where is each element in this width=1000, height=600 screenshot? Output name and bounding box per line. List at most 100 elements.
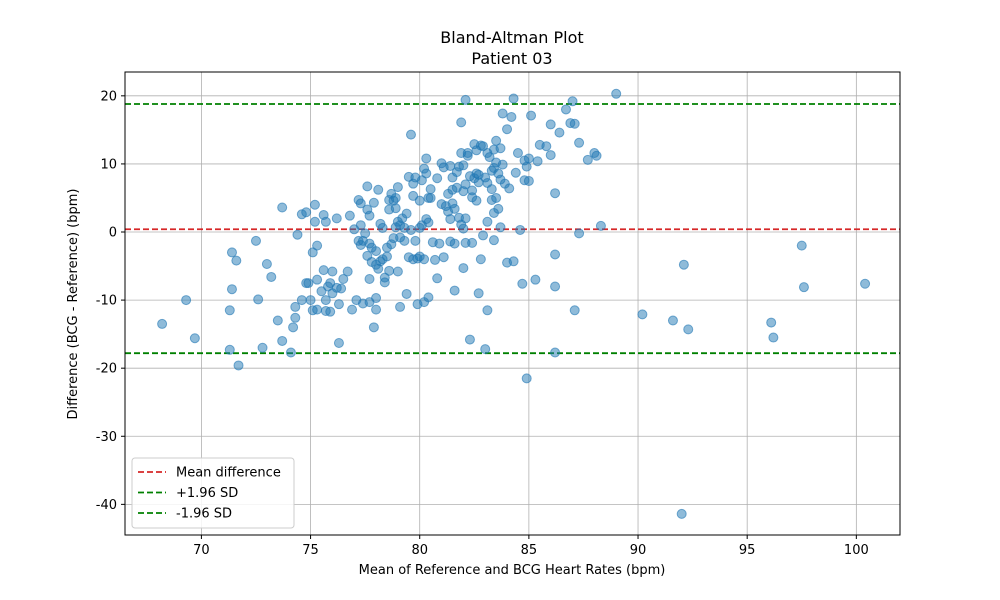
data-point <box>355 198 366 209</box>
data-point <box>460 213 471 224</box>
data-point <box>425 192 436 203</box>
data-point <box>414 195 425 206</box>
data-point <box>410 235 421 246</box>
data-point <box>401 288 412 299</box>
x-tick-label: 85 <box>521 543 538 558</box>
data-point <box>502 124 513 135</box>
data-point <box>231 255 242 266</box>
data-point <box>475 254 486 265</box>
data-point <box>425 184 436 195</box>
data-point <box>486 184 497 195</box>
data-point <box>292 229 303 240</box>
data-point <box>430 254 440 265</box>
data-point <box>497 108 508 119</box>
legend-label: Mean difference <box>176 466 281 481</box>
data-point <box>541 141 552 152</box>
data-point <box>798 282 809 293</box>
data-point <box>517 278 528 289</box>
y-tick-label: -40 <box>96 498 117 513</box>
data-point <box>384 265 395 276</box>
data-point <box>683 324 694 335</box>
data-point <box>860 278 871 289</box>
y-tick-label: 10 <box>100 157 117 172</box>
data-point <box>296 295 307 306</box>
data-point <box>344 210 355 221</box>
data-point <box>482 305 493 316</box>
data-point <box>560 104 571 115</box>
y-tick-label: 0 <box>109 226 117 241</box>
data-point <box>257 342 268 353</box>
data-point <box>371 293 382 304</box>
data-point <box>462 148 473 159</box>
data-point <box>491 192 502 203</box>
x-tick-label: 90 <box>630 543 647 558</box>
data-point <box>449 203 460 214</box>
data-point <box>467 237 478 248</box>
data-point <box>510 167 521 178</box>
data-point <box>508 93 519 104</box>
data-point <box>432 173 443 184</box>
data-point <box>327 266 338 277</box>
data-point <box>521 373 532 384</box>
data-point <box>272 315 283 326</box>
legend-box <box>131 457 295 529</box>
data-point <box>458 160 469 171</box>
y-tick-label: -10 <box>96 294 117 309</box>
data-point <box>434 238 445 249</box>
data-point <box>338 273 349 284</box>
data-point <box>285 347 296 358</box>
x-tick-label: 95 <box>739 543 756 558</box>
data-point <box>480 344 491 355</box>
data-point <box>493 203 504 214</box>
data-point <box>569 305 580 316</box>
data-point <box>419 254 430 265</box>
data-point <box>373 184 384 195</box>
data-point <box>530 274 541 285</box>
data-point <box>325 306 336 317</box>
data-point <box>550 347 561 358</box>
x-tick-label: 70 <box>193 543 210 558</box>
data-point <box>309 199 320 210</box>
data-point <box>521 161 532 172</box>
data-point <box>392 182 403 193</box>
data-point <box>423 217 434 228</box>
data-point <box>320 295 331 306</box>
data-point <box>550 188 561 199</box>
scatter-points <box>157 88 871 519</box>
plot-frame <box>124 71 901 536</box>
data-point <box>515 224 526 235</box>
x-tick-label: 100 <box>844 543 869 558</box>
data-point <box>574 228 585 239</box>
data-point <box>508 256 519 267</box>
data-point <box>303 278 314 289</box>
data-point <box>379 277 390 288</box>
data-point <box>347 304 358 315</box>
y-tick-label: 20 <box>100 89 117 104</box>
data-point <box>226 284 237 295</box>
data-point <box>226 247 237 258</box>
data-point <box>471 195 482 206</box>
data-point <box>364 273 375 284</box>
data-point <box>574 137 585 148</box>
data-point <box>318 265 329 276</box>
data-point <box>768 332 779 343</box>
data-point <box>189 333 200 344</box>
data-point <box>371 246 382 257</box>
data-point <box>478 230 489 241</box>
data-point <box>545 119 556 130</box>
data-point <box>301 207 312 218</box>
data-point <box>342 266 353 277</box>
data-point <box>405 224 416 235</box>
data-point <box>595 220 606 231</box>
data-point <box>458 223 469 234</box>
chart-title: Bland-Altman Plot <box>440 28 583 47</box>
data-point <box>381 251 392 262</box>
data-point <box>290 312 301 323</box>
x-tick-label: 75 <box>302 543 319 558</box>
data-point <box>484 152 495 163</box>
data-point <box>312 274 323 285</box>
data-point <box>253 294 264 305</box>
data-point <box>523 175 534 186</box>
data-point <box>320 216 331 227</box>
data-point <box>482 216 493 227</box>
